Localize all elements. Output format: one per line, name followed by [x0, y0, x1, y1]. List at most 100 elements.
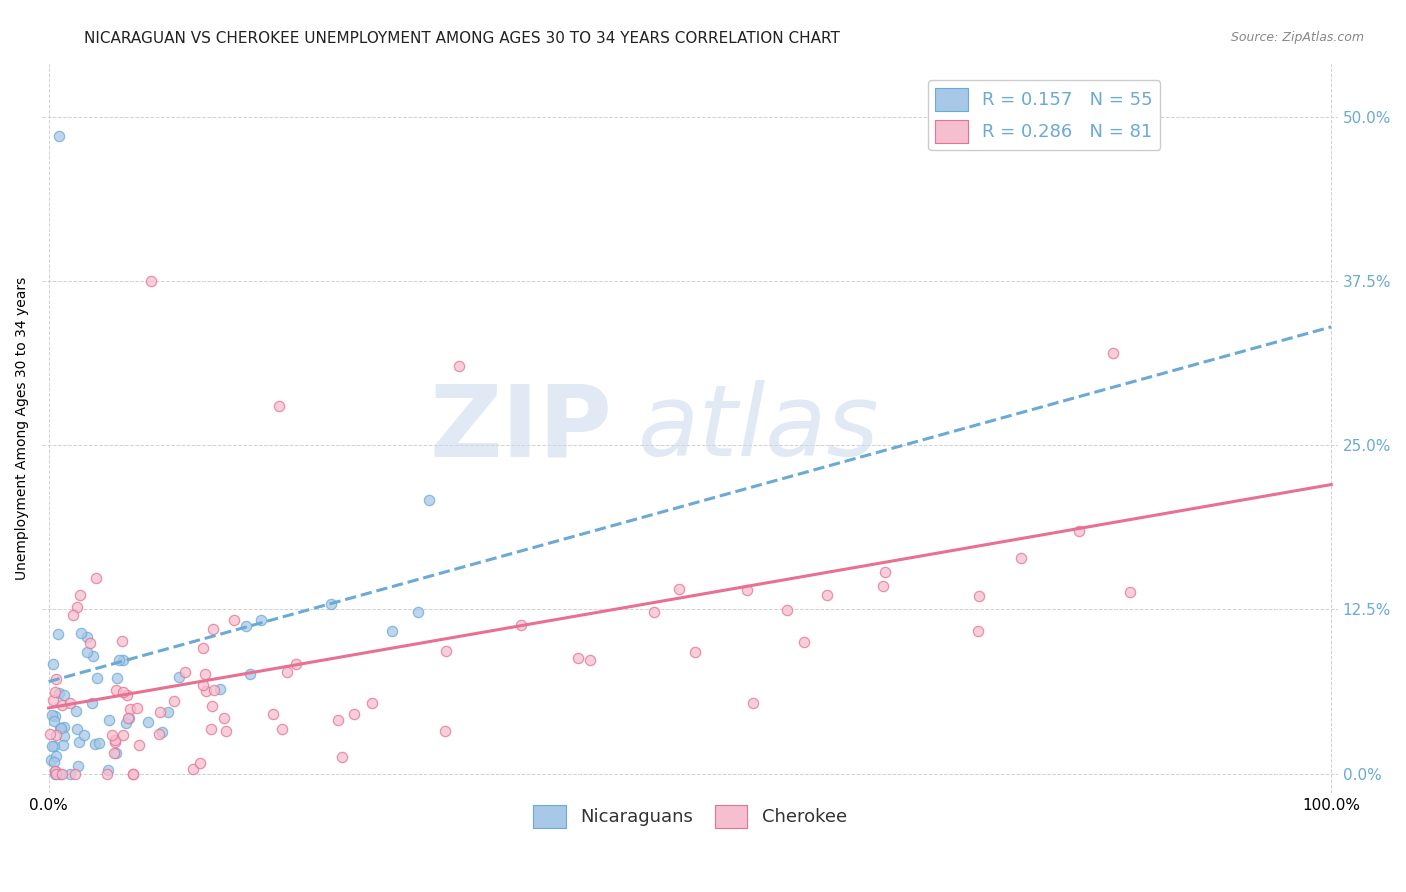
Point	[111, 685, 134, 699]
Point	[214, 710, 236, 724]
Point	[80, 697, 103, 711]
Point	[108, 653, 131, 667]
Point	[111, 728, 134, 742]
Point	[141, 274, 163, 288]
Point	[815, 588, 838, 602]
Point	[193, 678, 215, 692]
Text: Source: ZipAtlas.com: Source: ZipAtlas.com	[1230, 31, 1364, 45]
Point	[105, 747, 128, 761]
Point	[44, 708, 66, 723]
Point	[201, 622, 224, 636]
Point	[59, 696, 82, 710]
Point	[1102, 346, 1125, 360]
Point	[967, 590, 990, 604]
Point	[104, 733, 127, 747]
Point	[875, 565, 897, 579]
Point	[118, 702, 141, 716]
Point	[276, 665, 298, 679]
Point	[73, 728, 96, 742]
Text: atlas: atlas	[638, 380, 880, 477]
Point	[685, 645, 707, 659]
Point	[84, 571, 107, 585]
Point	[44, 764, 66, 779]
Point	[967, 624, 990, 638]
Point	[381, 624, 404, 639]
Point	[82, 648, 104, 663]
Point	[285, 657, 308, 671]
Point	[42, 657, 65, 672]
Point	[51, 766, 73, 780]
Point	[117, 711, 139, 725]
Point	[195, 684, 218, 698]
Point	[49, 721, 72, 735]
Point	[271, 723, 294, 737]
Point	[434, 644, 457, 658]
Point	[105, 671, 128, 685]
Text: ZIP: ZIP	[429, 380, 612, 477]
Point	[38, 727, 60, 741]
Point	[42, 739, 65, 754]
Point	[735, 582, 758, 597]
Point	[343, 707, 366, 722]
Point	[121, 766, 143, 780]
Point	[48, 627, 70, 641]
Point	[418, 492, 440, 507]
Point	[79, 635, 101, 649]
Point	[742, 696, 765, 710]
Point	[447, 359, 470, 374]
Point	[52, 720, 75, 734]
Point	[49, 721, 72, 735]
Point	[66, 600, 89, 615]
Point	[112, 653, 135, 667]
Point	[96, 766, 118, 780]
Point	[66, 722, 89, 736]
Point	[262, 707, 284, 722]
Point	[150, 725, 173, 739]
Point	[328, 714, 350, 728]
Point	[202, 683, 225, 698]
Point	[104, 735, 127, 749]
Point	[208, 682, 231, 697]
Point	[41, 708, 63, 723]
Point	[434, 724, 457, 739]
Point	[86, 671, 108, 685]
Point	[193, 666, 215, 681]
Point	[567, 651, 589, 665]
Point	[65, 704, 87, 718]
Point	[44, 764, 66, 779]
Point	[118, 710, 141, 724]
Point	[1118, 585, 1140, 599]
Point	[103, 746, 125, 760]
Point	[59, 766, 82, 780]
Point	[100, 728, 122, 742]
Point	[269, 399, 291, 413]
Point	[668, 582, 690, 597]
Point	[200, 722, 222, 736]
Point	[408, 605, 430, 619]
Point	[48, 686, 70, 700]
Point	[52, 688, 75, 702]
Point	[67, 735, 90, 749]
Point	[70, 626, 93, 640]
Point	[125, 700, 148, 714]
Point	[643, 605, 665, 619]
Point	[45, 748, 67, 763]
Point	[44, 684, 66, 698]
Point	[69, 588, 91, 602]
Point	[39, 753, 62, 767]
Point	[87, 736, 110, 750]
Point	[201, 699, 224, 714]
Text: NICARAGUAN VS CHEROKEE UNEMPLOYMENT AMONG AGES 30 TO 34 YEARS CORRELATION CHART: NICARAGUAN VS CHEROKEE UNEMPLOYMENT AMON…	[84, 31, 841, 46]
Point	[44, 766, 66, 780]
Point	[579, 653, 602, 667]
Point	[115, 715, 138, 730]
Point	[239, 667, 262, 681]
Point	[105, 683, 128, 698]
Point	[76, 630, 98, 644]
Point	[167, 670, 190, 684]
Point	[235, 618, 257, 632]
Point	[250, 613, 273, 627]
Point	[872, 579, 894, 593]
Point	[51, 698, 73, 712]
Point	[174, 665, 197, 679]
